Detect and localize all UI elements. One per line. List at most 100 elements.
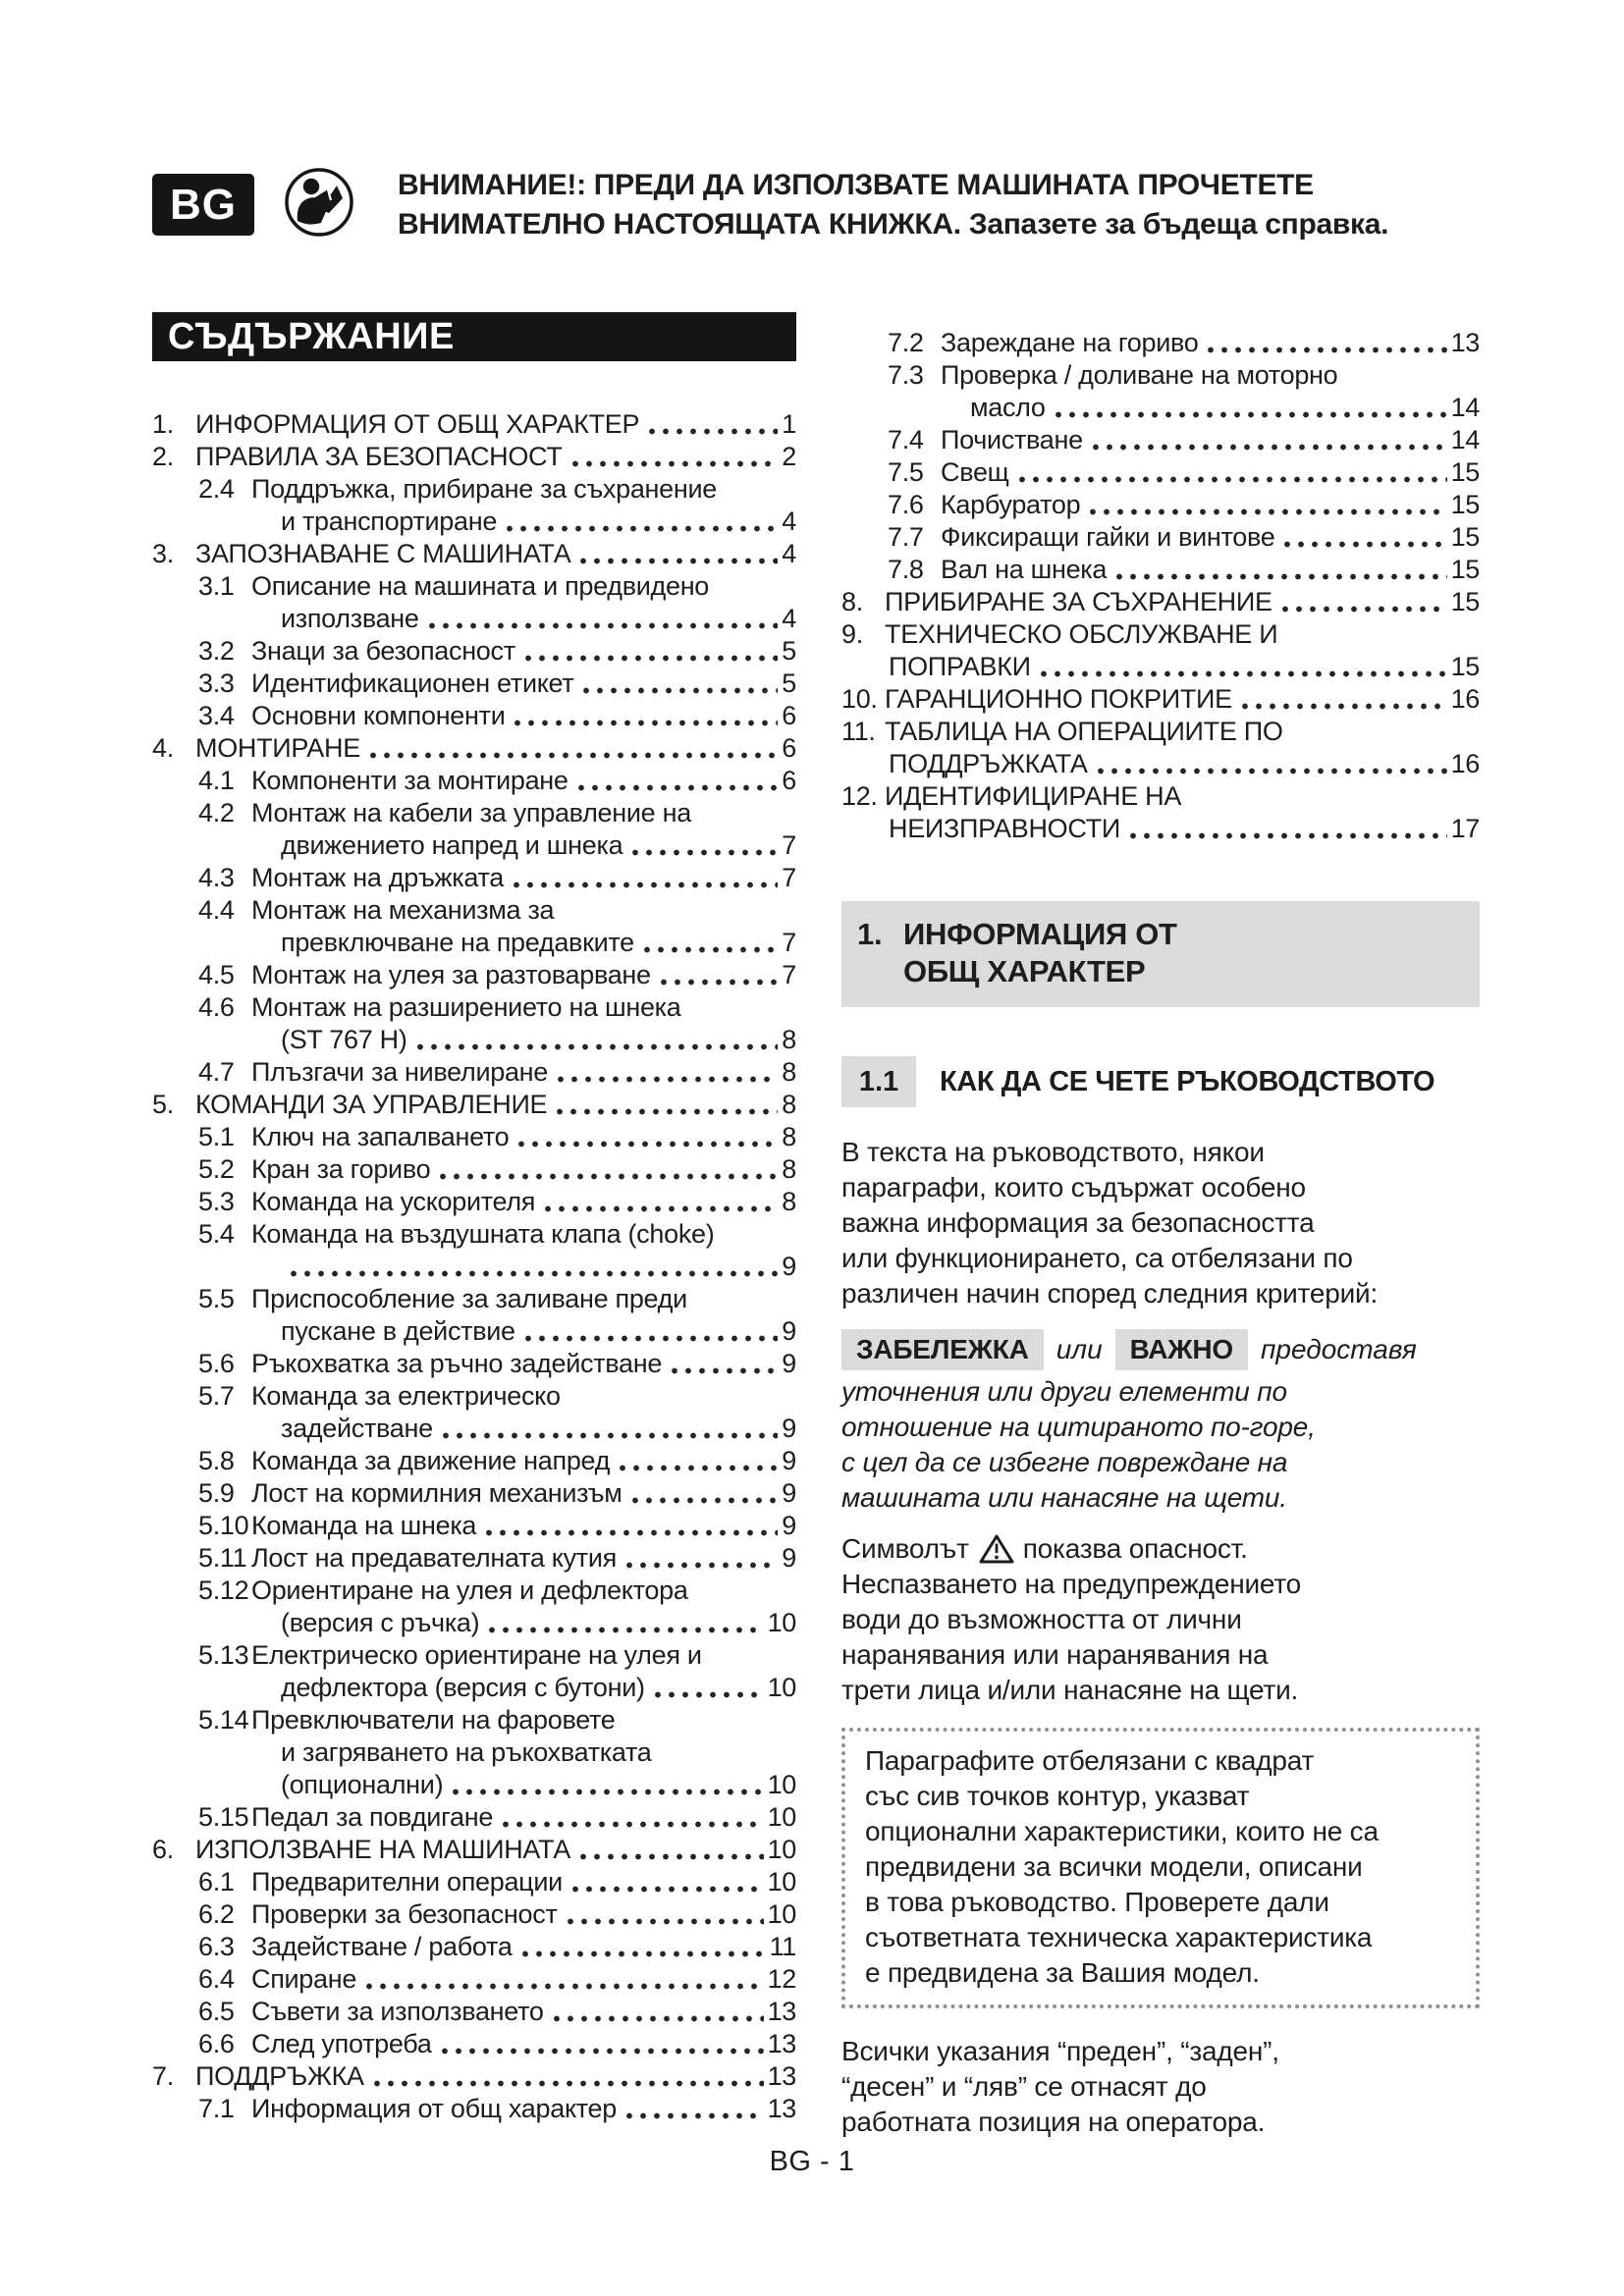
toc-line: ПОДДРЪЖКА 13: [195, 2060, 796, 2093]
toc-entry: 3.2 Знаци за безопасност 5: [152, 635, 796, 667]
toc-page-number: 15: [1450, 457, 1481, 487]
dot-leader: [554, 1075, 779, 1084]
toc-line: Поддръжка, прибиране за съхранение: [251, 473, 796, 506]
toc-entry-number: 5.5: [198, 1284, 235, 1313]
toc-entry: 6. ИЗПОЛЗВАНЕ НА МАШИНАТА 10: [152, 1834, 796, 1866]
toc-line: Компоненти за монтиране 6: [251, 765, 796, 797]
text-line: с цел да се избегне повреждане на: [841, 1447, 1288, 1477]
toc-entry-body: ИНФОРМАЦИЯ ОТ ОБЩ ХАРАКТЕР 1: [195, 408, 796, 441]
text-line: предвидени за всички модели, описани: [865, 1851, 1363, 1882]
toc-entry-title: Плъзгачи за нивелиране: [251, 1057, 548, 1087]
note-paragraph: уточнения или други елементи по отношение…: [841, 1374, 1480, 1516]
note-connector: или: [1056, 1334, 1103, 1364]
subsection-title: КАК ДА СЕ ЧЕТЕ РЪКОВОДСТВОТО: [940, 1065, 1435, 1097]
toc-page-number: 7: [782, 960, 796, 989]
dot-leader: [437, 2047, 764, 2056]
toc-entry-number: 6.3: [198, 1932, 235, 1961]
toc-entry-title: Монтаж на дръжката: [251, 863, 505, 892]
section-number: 1.: [857, 917, 883, 951]
dot-leader: [553, 1107, 779, 1116]
toc-entry-number: 7.6: [888, 490, 924, 519]
page-header: BG ВНИМАНИЕ!: ПРЕДИ ДА ИЗПОЛЗВАТЕ МАШИНА…: [152, 165, 1388, 244]
toc-line: ГАРАНЦИОННО ПОКРИТИЕ 16: [885, 683, 1480, 716]
toc-entry-number: 6.: [152, 1835, 174, 1864]
text-line: в това ръководство. Проверете дали: [865, 1887, 1329, 1917]
toc-entry-number: 5.3: [198, 1187, 235, 1216]
toc-page-number: 15: [1450, 490, 1481, 519]
toc-line: Монтаж на кабели за управление на: [251, 797, 796, 829]
text-line: или функционирането, са отбелязани по: [841, 1243, 1353, 1273]
toc-entry-number: 4.1: [198, 766, 235, 795]
toc-entry-title: ТЕХНИЧЕСКО ОБСЛУЖВАНЕ И: [885, 619, 1278, 649]
toc-line: След употреба 13: [251, 2028, 796, 2060]
toc-entry-body: Лост на предавателната кутия 9: [251, 1542, 796, 1575]
toc-line: НЕИЗПРАВНОСТИ 17: [885, 813, 1480, 845]
toc-page-number: 6: [782, 766, 796, 795]
toc-entry-number: 5.7: [198, 1381, 235, 1411]
toc-entry: 1. ИНФОРМАЦИЯ ОТ ОБЩ ХАРАКТЕР 1: [152, 408, 796, 441]
toc-entry-number: 3.1: [198, 571, 235, 601]
subsection-1-1-heading: 1.1 КАК ДА СЕ ЧЕТЕ РЪКОВОДСТВОТО: [841, 1056, 1480, 1107]
toc-entry: 4.3 Монтаж на дръжката 7: [152, 862, 796, 894]
toc-page-number: 16: [1450, 684, 1481, 714]
toc-entry-title: Превключватели на фаровете: [251, 1705, 616, 1735]
toc-entry-title: Карбуратор: [941, 490, 1081, 519]
toc-entry-body: Идентификационен етикет 5: [251, 667, 796, 700]
toc-entry: 11. ТАБЛИЦА НА ОПЕРАЦИИТЕ ПО ПОДДРЪЖКАТА 16: [841, 716, 1480, 780]
toc-entry-body: Педал за повдигане 10: [251, 1801, 796, 1834]
dot-leader: [616, 1464, 779, 1472]
dot-leader: [1093, 767, 1447, 775]
toc-page-number: 4: [782, 604, 796, 633]
toc-page-number: 13: [767, 1997, 797, 2026]
toc-entry-number: 10.: [841, 684, 878, 714]
dot-leader: [514, 1140, 779, 1148]
warning-line-2: ВНИМАТЕЛНО НАСТОЯЩАТА КНИЖКА. Запазете з…: [398, 207, 1389, 240]
danger-paragraph: Символът показва опасност. Неспазването н…: [841, 1531, 1480, 1708]
toc-line: пускане в действие 9: [251, 1315, 796, 1348]
toc-entry-number: 6.6: [198, 2029, 235, 2058]
toc-line: (опционални) 10: [251, 1769, 796, 1801]
optional-feature-box: Параграфите отбелязани с квадрат със сив …: [841, 1728, 1480, 2008]
toc-entry: 5.8 Команда за движение напред 9: [152, 1445, 796, 1477]
dot-leader: [1280, 540, 1447, 549]
toc-entry-number: 5.1: [198, 1122, 235, 1151]
toc-line: ПРАВИЛА ЗА БЕЗОПАСНОСТ 2: [195, 441, 796, 473]
toc-entry-body: Фиксиращи гайки и винтове 15: [941, 521, 1480, 554]
dot-leader: [656, 978, 779, 987]
toc-entry-title: Педал за повдигане: [251, 1802, 494, 1832]
text-line: важна информация за безопасността: [841, 1207, 1315, 1238]
dot-leader: [482, 1528, 779, 1537]
toc-page-number: 16: [1450, 749, 1481, 778]
toc-entry: 12. ИДЕНТИФИЦИРАНЕ НА НЕИЗПРАВНОСТИ 17: [841, 780, 1480, 845]
toc-entry-title: Лост на кормилния механизъм: [251, 1478, 623, 1508]
toc-entry-title: Спиране: [251, 1964, 357, 1994]
toc-line: Идентификационен етикет 5: [251, 667, 796, 700]
dot-leader: [541, 1204, 779, 1213]
toc-page-number: 9: [782, 1478, 796, 1508]
toc-page-number: 9: [782, 1252, 796, 1281]
toc-entry-number: 4.4: [198, 895, 235, 925]
toc-page-number: 17: [1450, 814, 1481, 843]
text-line: е предвидена за Вашия модел.: [865, 1957, 1260, 1988]
toc-line: Задействане / работа 11: [251, 1931, 796, 1963]
dot-leader: [287, 1269, 779, 1278]
toc-entry-title: Свещ: [941, 457, 1009, 487]
toc-entry-title: движението напред и шнека: [281, 830, 623, 860]
toc-entry: 5.4 Команда на въздушната клапа (choke) 9: [152, 1218, 796, 1283]
toc-entry-body: Съвети за използването 13: [251, 1996, 796, 2028]
toc-entry-number: 5.: [152, 1090, 174, 1119]
toc-line: Педал за повдигане 10: [251, 1801, 796, 1834]
toc-page-number: 14: [1450, 393, 1481, 422]
toc-entry-number: 5.2: [198, 1154, 235, 1184]
toc-entry: 5.3 Команда на ускорителя 8: [152, 1186, 796, 1218]
toc-entry-title: Команда за електрическо: [251, 1381, 561, 1411]
toc-entry-title: ПОДДРЪЖКАТА: [889, 749, 1088, 778]
toc-line: Зареждане на гориво 13: [941, 327, 1480, 359]
dot-leader: [362, 1982, 764, 1991]
toc-page-number: 4: [782, 539, 796, 568]
toc-line: Плъзгачи за нивелиране 8: [251, 1056, 796, 1089]
toc-entry-title: Проверки за безопасност: [251, 1899, 558, 1929]
toc-entry: 4.7 Плъзгачи за нивелиране 8: [152, 1056, 796, 1089]
toc-entry-title: Ориентиране на улея и дефлектора: [251, 1575, 688, 1605]
toc-page-number: 8: [782, 1154, 796, 1184]
